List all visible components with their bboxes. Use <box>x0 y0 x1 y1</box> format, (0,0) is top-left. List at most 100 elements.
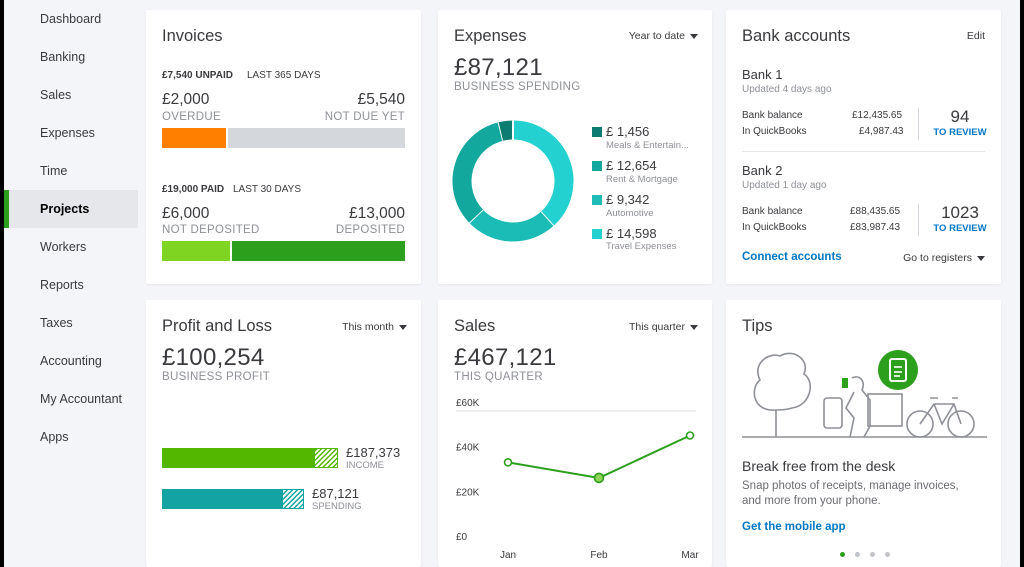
to-review-link[interactable]: TO REVIEW <box>933 127 987 138</box>
sidebar-item-dashboard[interactable]: Dashboard <box>40 12 102 26</box>
bank-balance-label: Bank balance <box>742 110 803 121</box>
unpaid-period: LAST 365 DAYS <box>247 70 321 81</box>
edit-link[interactable]: Edit <box>966 30 985 42</box>
bank-accounts-title: Bank accounts <box>742 27 851 45</box>
x-tick-label: Mar <box>681 550 699 561</box>
chevron-down-icon <box>690 324 698 330</box>
y-tick-label: £40K <box>456 443 480 454</box>
sidebar-item-accounting[interactable]: Accounting <box>40 354 102 368</box>
bank-accounts-card: Bank accounts Edit Bank 1 Updated 4 days… <box>726 10 1001 284</box>
sidebar-item-workers[interactable]: Workers <box>40 240 87 254</box>
sidebar-item-banking[interactable]: Banking <box>40 50 86 64</box>
chevron-down-icon <box>690 33 698 39</box>
deposited-label: DEPOSITED <box>335 224 405 236</box>
invoices-title: Invoices <box>162 27 223 45</box>
not-due-value: £5,540 <box>357 91 405 108</box>
pnl-title: Profit and Loss <box>162 317 273 335</box>
sales-data-point[interactable] <box>593 472 605 484</box>
sidebar-item-expenses[interactable]: Expenses <box>40 126 95 140</box>
go-to-registers-dropdown[interactable]: Go to registers <box>903 252 985 264</box>
app-window: Dashboard Banking Sales Expenses Time Pr… <box>4 0 1020 567</box>
expenses-subtitle: BUSINESS SPENDING <box>454 81 581 93</box>
not-due-label: NOT DUE YET <box>324 111 405 123</box>
bank-balance-label: Bank balance <box>742 206 803 217</box>
paid-period: LAST 30 DAYS <box>233 184 301 195</box>
sales-line-chart[interactable]: £60K £40K £20K £0 Jan Feb Mar <box>438 390 712 567</box>
sidebar-item-reports[interactable]: Reports <box>40 278 84 292</box>
paid-amount: £19,000 PAID <box>162 184 225 195</box>
legend-value: £ 12,654 <box>606 158 657 173</box>
divider <box>742 151 985 152</box>
sidebar-item-projects[interactable]: Projects <box>4 190 138 228</box>
donut-slice[interactable] <box>498 120 514 141</box>
pnl-total: £100,254 <box>162 344 265 371</box>
spending-label: SPENDING <box>312 501 362 512</box>
chevron-down-icon <box>399 324 407 330</box>
legend-swatch <box>592 229 602 239</box>
legend-value: £ 1,456 <box>606 124 650 139</box>
review-count[interactable]: 1023 <box>941 203 979 222</box>
donut-slice[interactable] <box>452 122 504 223</box>
pnl-period-label: This month <box>342 321 394 333</box>
income-value: £187,373 <box>346 445 401 460</box>
unpaid-bar[interactable] <box>162 128 405 148</box>
income-bar[interactable] <box>162 448 314 468</box>
not-deposited-bar-segment[interactable] <box>162 241 233 261</box>
expenses-period-dropdown[interactable]: Year to date <box>629 30 698 42</box>
donut-slice[interactable] <box>469 209 554 242</box>
carousel-dot[interactable] <box>855 552 860 557</box>
sidebar-item-time[interactable]: Time <box>40 164 68 178</box>
pnl-period-dropdown[interactable]: This month <box>342 321 407 333</box>
carousel-dot[interactable] <box>870 552 875 557</box>
sales-data-point[interactable] <box>685 431 695 440</box>
tips-title: Tips <box>742 317 773 335</box>
pnl-subtitle: BUSINESS PROFIT <box>162 371 271 383</box>
sidebar-item-taxes[interactable]: Taxes <box>40 316 73 330</box>
get-mobile-app-link[interactable]: Get the mobile app <box>742 521 846 533</box>
income-label: INCOME <box>346 460 384 471</box>
sales-series-line <box>507 434 691 479</box>
quickbooks-value: £83,987.43 <box>850 222 901 233</box>
legend-label: Meals & Entertain... <box>606 140 689 151</box>
legend-swatch <box>592 195 602 205</box>
connect-accounts-link[interactable]: Connect accounts <box>742 251 842 263</box>
carousel-dot[interactable] <box>885 552 890 557</box>
tips-carousel-dots <box>840 552 890 557</box>
legend-value: £ 9,342 <box>606 192 650 207</box>
not-deposited-label: NOT DEPOSITED <box>162 224 260 236</box>
quickbooks-value: £4,987.43 <box>859 126 904 137</box>
divider <box>918 204 919 236</box>
to-review-link[interactable]: TO REVIEW <box>933 223 987 234</box>
income-bar-hatch <box>314 448 338 468</box>
bank-updated: Updated 1 day ago <box>742 180 827 191</box>
x-tick-label: Jan <box>500 550 516 561</box>
overdue-bar-segment[interactable] <box>162 128 228 148</box>
legend-value: £ 14,598 <box>606 226 657 241</box>
expenses-donut-chart[interactable] <box>452 120 574 242</box>
overdue-label: OVERDUE <box>162 111 221 123</box>
sales-title: Sales <box>454 317 496 335</box>
sales-period-dropdown[interactable]: This quarter <box>629 321 698 333</box>
legend-swatch <box>592 161 602 171</box>
unpaid-amount: £7,540 UNPAID <box>162 70 233 81</box>
paid-bar[interactable] <box>162 241 405 261</box>
tips-body-line-2: and more from your phone. <box>742 495 881 507</box>
expenses-total: £87,121 <box>454 54 543 81</box>
sidebar-item-apps[interactable]: Apps <box>40 430 69 444</box>
sales-subtitle: THIS QUARTER <box>454 371 544 383</box>
tips-body-line-1: Snap photos of receipts, manage invoices… <box>742 480 959 492</box>
sales-period-label: This quarter <box>628 321 685 333</box>
sidebar-item-sales[interactable]: Sales <box>40 88 72 102</box>
donut-slice[interactable] <box>512 120 574 227</box>
review-count[interactable]: 94 <box>950 107 970 126</box>
mobile-illustration <box>742 350 987 438</box>
spending-value: £87,121 <box>312 486 359 501</box>
bank-name: Bank 2 <box>742 163 783 178</box>
expenses-title: Expenses <box>454 27 527 45</box>
tips-card: Tips Break free from the desk Snap p <box>726 300 1001 567</box>
sidebar-item-my-accountant[interactable]: My Accountant <box>40 392 122 406</box>
spending-bar[interactable] <box>162 489 282 509</box>
bank-name: Bank 1 <box>742 67 783 82</box>
sales-data-point[interactable] <box>503 458 513 467</box>
carousel-dot[interactable] <box>840 552 845 557</box>
